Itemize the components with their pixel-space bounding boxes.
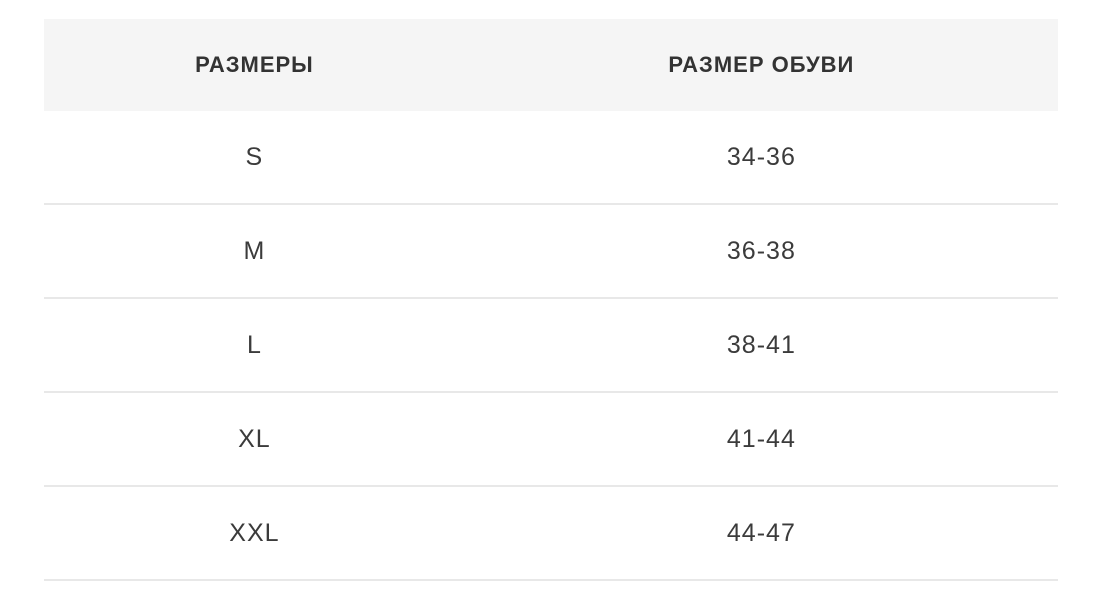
table-row: L 38-41	[44, 299, 1058, 393]
size-chart-table: РАЗМЕРЫ РАЗМЕР ОБУВИ S 34-36 M 36-38 L 3…	[44, 19, 1058, 581]
header-cell-sizes: РАЗМЕРЫ	[195, 52, 314, 77]
table-row: M 36-38	[44, 205, 1058, 299]
shoe-size-cell: 44-47	[726, 518, 796, 547]
shoe-size-cell: 38-41	[726, 330, 796, 359]
table-row: XXL 44-47	[44, 487, 1058, 581]
size-cell: S	[245, 142, 264, 171]
table-header-row: РАЗМЕРЫ РАЗМЕР ОБУВИ	[44, 19, 1058, 111]
shoe-size-cell: 34-36	[726, 142, 796, 171]
size-cell: XL	[238, 424, 271, 453]
table-row: S 34-36	[44, 111, 1058, 205]
header-cell-shoe-size: РАЗМЕР ОБУВИ	[668, 52, 855, 77]
size-cell: L	[246, 330, 262, 359]
shoe-size-cell: 36-38	[726, 236, 796, 265]
shoe-size-cell: 41-44	[726, 424, 796, 453]
table-row: XL 41-44	[44, 393, 1058, 487]
size-cell: XXL	[229, 518, 280, 547]
size-cell: M	[243, 236, 266, 265]
